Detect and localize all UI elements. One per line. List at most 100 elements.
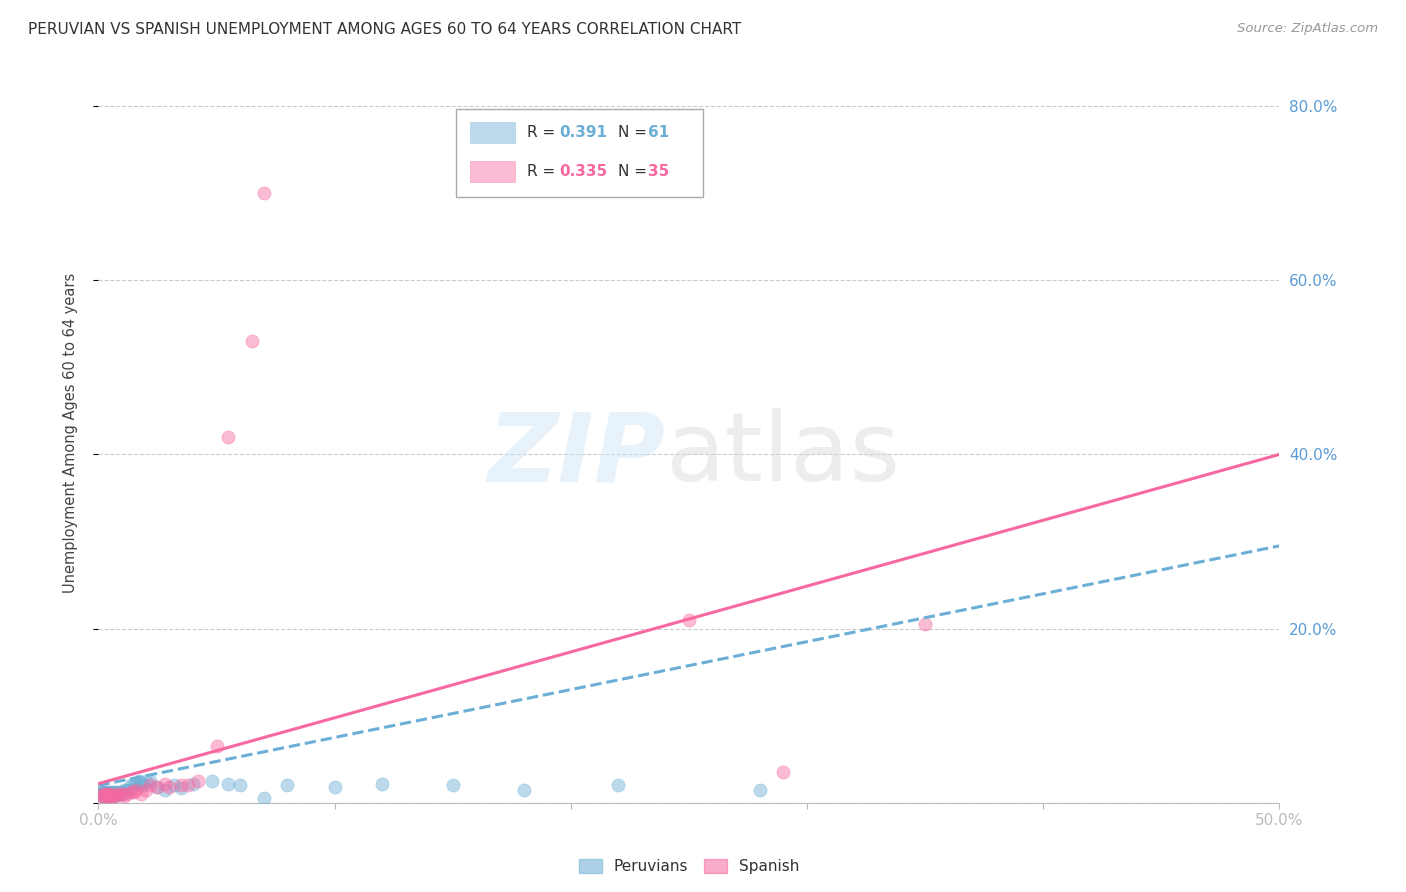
Point	[323, 780, 346, 794]
Point	[153, 782, 176, 797]
Point	[94, 789, 117, 803]
Point	[98, 787, 121, 801]
Point	[97, 787, 120, 801]
Point	[91, 787, 114, 801]
Y-axis label: Unemployment Among Ages 60 to 64 years: Unemployment Among Ages 60 to 64 years	[63, 272, 77, 593]
Point	[108, 787, 131, 801]
FancyBboxPatch shape	[457, 109, 703, 197]
Point	[91, 785, 114, 799]
Point	[104, 787, 127, 801]
Point	[108, 787, 131, 801]
Point	[163, 778, 186, 792]
Point	[441, 778, 464, 792]
Point	[146, 780, 169, 794]
Point	[101, 787, 124, 801]
Point	[111, 787, 134, 801]
Text: 61: 61	[648, 125, 669, 140]
Point	[101, 789, 124, 803]
Point	[94, 789, 117, 803]
Point	[229, 778, 252, 792]
Point	[253, 791, 276, 805]
Point	[177, 778, 200, 792]
Point	[105, 787, 128, 801]
Point	[122, 777, 145, 791]
Point	[772, 765, 794, 780]
Point	[98, 789, 121, 803]
Point	[607, 778, 630, 792]
Point	[135, 774, 157, 789]
Point	[115, 782, 138, 797]
Point	[121, 778, 143, 792]
Text: PERUVIAN VS SPANISH UNEMPLOYMENT AMONG AGES 60 TO 64 YEARS CORRELATION CHART: PERUVIAN VS SPANISH UNEMPLOYMENT AMONG A…	[28, 22, 741, 37]
Point	[105, 787, 128, 801]
Point	[129, 787, 152, 801]
Point	[132, 778, 155, 792]
Point	[91, 787, 114, 801]
Point	[91, 789, 114, 803]
Point	[748, 782, 770, 797]
Point	[111, 787, 134, 801]
Legend: Peruvians, Spanish: Peruvians, Spanish	[572, 853, 806, 880]
Point	[139, 778, 162, 792]
Point	[104, 789, 127, 803]
Text: R =: R =	[527, 125, 560, 140]
Point	[94, 785, 117, 799]
Point	[122, 785, 145, 799]
Point	[111, 787, 134, 801]
Point	[217, 430, 239, 444]
Text: 35: 35	[648, 164, 669, 178]
Point	[98, 787, 121, 801]
Text: atlas: atlas	[665, 409, 900, 501]
Point	[135, 782, 157, 797]
Point	[97, 789, 120, 803]
Point	[91, 787, 114, 801]
Point	[253, 186, 276, 200]
Point	[276, 778, 298, 792]
Point	[153, 777, 176, 791]
Point	[98, 787, 121, 801]
Point	[217, 777, 239, 791]
Point	[121, 785, 143, 799]
Point	[94, 787, 117, 801]
Text: Source: ZipAtlas.com: Source: ZipAtlas.com	[1237, 22, 1378, 36]
Point	[91, 789, 114, 803]
Point	[97, 785, 120, 799]
Point	[125, 777, 148, 791]
Point	[97, 789, 120, 803]
Point	[170, 778, 193, 792]
Point	[94, 787, 117, 801]
Point	[101, 787, 124, 801]
Point	[205, 739, 228, 754]
FancyBboxPatch shape	[471, 161, 516, 182]
Point	[125, 782, 148, 797]
Text: R =: R =	[527, 164, 560, 178]
Point	[112, 782, 135, 797]
Point	[139, 774, 162, 789]
Text: N =: N =	[619, 164, 652, 178]
Text: 0.335: 0.335	[560, 164, 607, 178]
Point	[157, 780, 180, 794]
Point	[108, 785, 131, 799]
Point	[94, 787, 117, 801]
Point	[201, 774, 224, 789]
Point	[187, 774, 209, 789]
Point	[170, 780, 193, 795]
Point	[104, 789, 127, 803]
Text: ZIP: ZIP	[488, 409, 665, 501]
Point	[97, 787, 120, 801]
Point	[512, 782, 534, 797]
Point	[678, 613, 700, 627]
Point	[90, 789, 112, 803]
Point	[90, 785, 112, 799]
Point	[118, 782, 141, 797]
Text: N =: N =	[619, 125, 652, 140]
Point	[91, 785, 114, 799]
Point	[90, 787, 112, 801]
Point	[128, 774, 150, 789]
Point	[90, 787, 112, 801]
Point	[129, 776, 152, 790]
Text: 0.391: 0.391	[560, 125, 607, 140]
Point	[104, 785, 127, 799]
Point	[181, 777, 204, 791]
Point	[101, 785, 124, 799]
